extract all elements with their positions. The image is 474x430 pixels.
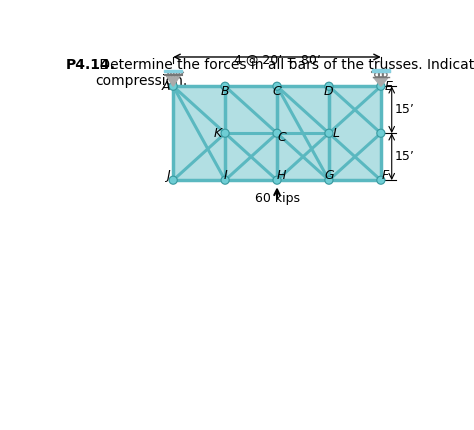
Text: P4.14.: P4.14. xyxy=(65,58,116,72)
Text: I: I xyxy=(223,169,227,182)
Polygon shape xyxy=(329,133,381,180)
Polygon shape xyxy=(164,70,182,72)
Circle shape xyxy=(220,129,230,138)
Polygon shape xyxy=(173,86,225,133)
Text: K: K xyxy=(214,127,222,140)
Text: H: H xyxy=(276,169,286,182)
Polygon shape xyxy=(277,133,329,180)
Circle shape xyxy=(273,175,282,185)
Circle shape xyxy=(222,177,228,184)
Circle shape xyxy=(377,83,384,90)
Circle shape xyxy=(377,177,384,184)
Text: Determine the forces in all bars of the trusses. Indicate tension or
compression: Determine the forces in all bars of the … xyxy=(95,58,474,88)
Circle shape xyxy=(376,175,385,185)
Circle shape xyxy=(376,129,385,138)
Circle shape xyxy=(222,130,228,137)
Text: J: J xyxy=(166,169,170,182)
Circle shape xyxy=(220,175,230,185)
Circle shape xyxy=(273,177,281,184)
Circle shape xyxy=(220,82,230,91)
Circle shape xyxy=(170,83,177,90)
Polygon shape xyxy=(166,76,180,86)
Text: C: C xyxy=(273,85,282,98)
Circle shape xyxy=(376,82,385,91)
Polygon shape xyxy=(173,133,225,180)
Circle shape xyxy=(324,129,334,138)
Circle shape xyxy=(273,129,282,138)
Text: C: C xyxy=(277,131,286,144)
Circle shape xyxy=(377,130,384,137)
Polygon shape xyxy=(372,69,390,72)
Circle shape xyxy=(273,130,281,137)
Polygon shape xyxy=(225,86,277,133)
Circle shape xyxy=(326,83,332,90)
Polygon shape xyxy=(277,86,329,133)
Text: L: L xyxy=(332,127,339,140)
Circle shape xyxy=(222,83,228,90)
Text: E: E xyxy=(385,80,392,93)
Text: 4 @ 20’ = 80’: 4 @ 20’ = 80’ xyxy=(234,53,320,66)
Circle shape xyxy=(170,177,177,184)
Circle shape xyxy=(169,175,178,185)
Polygon shape xyxy=(225,133,277,180)
Text: G: G xyxy=(324,169,334,182)
Circle shape xyxy=(273,82,282,91)
Circle shape xyxy=(169,82,178,91)
Text: A: A xyxy=(162,80,171,93)
Circle shape xyxy=(273,83,281,90)
Text: 15’: 15’ xyxy=(395,150,415,163)
Circle shape xyxy=(324,82,334,91)
Text: 60 kips: 60 kips xyxy=(255,192,300,205)
Polygon shape xyxy=(374,78,388,86)
Polygon shape xyxy=(329,86,381,133)
Circle shape xyxy=(324,175,334,185)
Text: D: D xyxy=(324,85,334,98)
Circle shape xyxy=(326,130,332,137)
Text: B: B xyxy=(221,85,229,98)
Text: F: F xyxy=(382,169,389,182)
Circle shape xyxy=(326,177,332,184)
Text: 15’: 15’ xyxy=(395,103,415,116)
